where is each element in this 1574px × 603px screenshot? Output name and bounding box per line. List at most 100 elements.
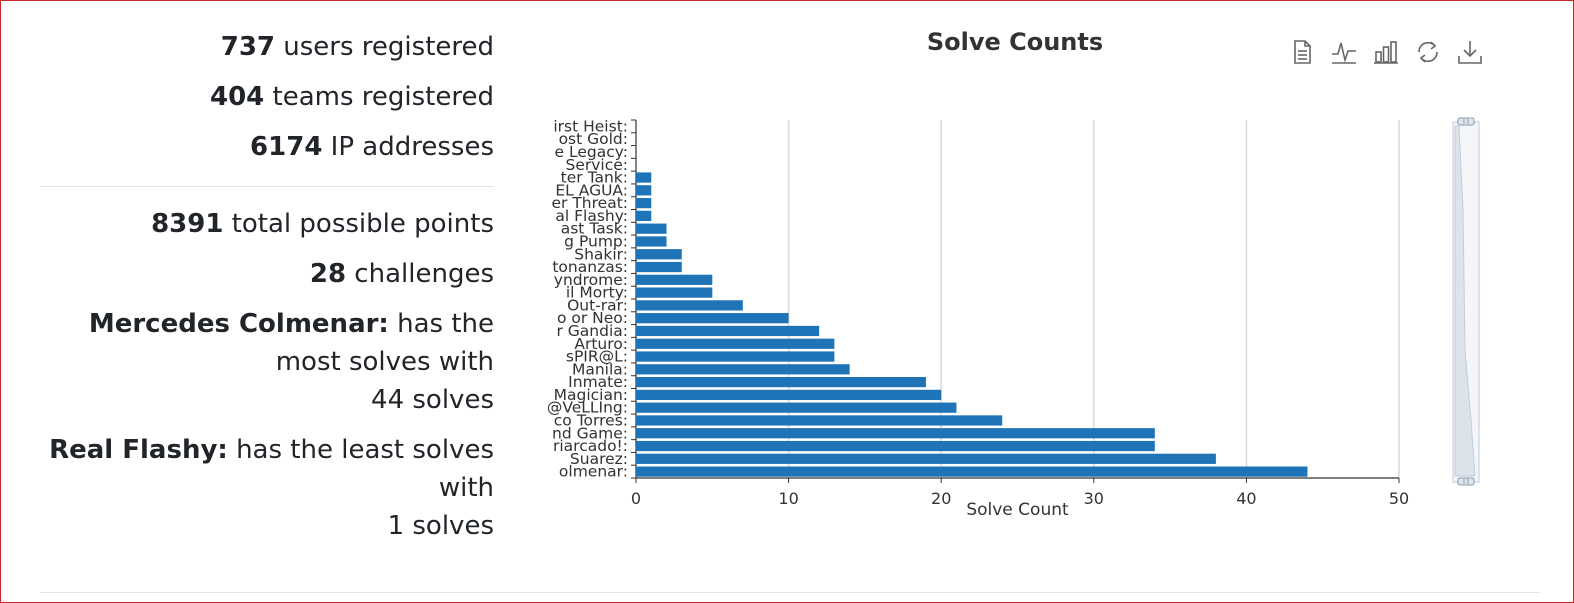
solve-counts-chart: Solve Counts irs [510, 20, 1560, 540]
x-tick-label: 30 [1084, 489, 1104, 508]
y-tick-label: riarcado!: [553, 437, 628, 455]
refresh-icon[interactable] [1414, 38, 1442, 66]
bar[interactable] [636, 249, 682, 260]
chart-toolbox [1288, 38, 1484, 66]
line-chart-icon[interactable] [1330, 38, 1358, 66]
bar[interactable] [636, 351, 835, 362]
y-tick-label: olmenar: [559, 463, 628, 481]
stats-panel: 737 users registered 404 teams registere… [40, 28, 494, 557]
y-tick-label: nd Game: [552, 424, 628, 442]
challenges-stat: 28 challenges [40, 255, 494, 293]
bar[interactable] [636, 440, 1155, 452]
y-tick-label: tonanzas: [552, 258, 628, 276]
least-solves-text1: has the least solves [227, 435, 494, 465]
chart-canvas: irst Heist:ost Gold:e Legacy: Service:te… [547, 117, 1480, 520]
y-tick-label: r Gandia: [557, 322, 629, 340]
total-points-stat: 8391 total possible points [40, 205, 494, 243]
x-tick-label: 0 [631, 489, 641, 508]
data-view-icon[interactable] [1288, 38, 1316, 66]
bar[interactable] [636, 376, 926, 388]
y-tick-label: irst Heist: [553, 117, 628, 135]
bar[interactable] [636, 389, 942, 401]
y-tick-label: ast Task: [561, 220, 628, 238]
bar[interactable] [636, 210, 652, 222]
most-solves-text2: most solves with [275, 347, 494, 377]
bar[interactable] [636, 338, 835, 349]
datazoom-handle[interactable] [1457, 477, 1475, 486]
stats-divider [40, 186, 494, 187]
datazoom-slider[interactable] [1452, 121, 1480, 483]
x-tick-label: 20 [931, 489, 951, 508]
most-solves-text3: 44 solves [371, 385, 494, 415]
y-tick-label: Magician: [554, 386, 628, 404]
bar[interactable] [636, 172, 652, 183]
teams-registered-stat: 404 teams registered [40, 78, 494, 116]
bar[interactable] [636, 185, 652, 196]
most-solves-text1: has the [388, 309, 494, 339]
y-tick-label: e Legacy: [555, 143, 629, 161]
y-tick-label: co Torres: [554, 411, 628, 429]
bar[interactable] [636, 402, 957, 413]
bar[interactable] [636, 325, 820, 337]
x-tick-label: 40 [1236, 489, 1256, 508]
most-solves-name: Mercedes Colmenar: [88, 309, 389, 339]
bar[interactable] [636, 453, 1216, 464]
y-tick-label: sPIR@L: [566, 348, 628, 366]
teams-count: 404 [209, 82, 265, 112]
bar[interactable] [636, 364, 850, 375]
challenges-label: challenges [346, 259, 494, 289]
bar-chart-icon[interactable] [1372, 38, 1400, 66]
bar[interactable] [636, 428, 1155, 439]
x-tick-label: 50 [1389, 489, 1409, 508]
y-tick-label: Arturo: [574, 335, 628, 353]
ip-label: IP addresses [322, 132, 494, 162]
chart-title: Solve Counts [926, 28, 1104, 56]
users-count: 737 [220, 32, 276, 62]
x-axis-label: Solve Count [966, 500, 1069, 520]
ip-count: 6174 [250, 132, 323, 162]
datazoom-handle[interactable] [1457, 117, 1475, 126]
y-tick-label: Manila: [572, 360, 628, 378]
bar[interactable] [636, 274, 713, 285]
teams-label: teams registered [264, 82, 494, 112]
least-solves-text2: with [438, 473, 494, 503]
y-tick-label: EL AGUA: [555, 181, 628, 199]
y-tick-label: ost Gold: [559, 130, 628, 148]
most-solves-stat: Mercedes Colmenar: has the most solves w… [40, 305, 494, 419]
y-tick-label: @VeLLIng: [547, 399, 628, 417]
bar[interactable] [636, 261, 682, 273]
bar[interactable] [636, 223, 667, 234]
y-tick-label: yndrome: [554, 271, 628, 289]
y-tick-label: al Flashy: [555, 207, 628, 225]
y-tick-label: ter Tank: [561, 169, 628, 187]
users-label: users registered [275, 32, 494, 62]
y-tick-label: Out-rar: [567, 296, 628, 314]
least-solves-text3: 1 solves [387, 511, 494, 541]
bar[interactable] [636, 287, 713, 298]
y-tick-label: Inmate: [568, 373, 628, 391]
points-count: 8391 [151, 209, 224, 239]
users-registered-stat: 737 users registered [40, 28, 494, 66]
y-tick-label: Shakir: [574, 245, 628, 263]
x-tick-label: 10 [778, 489, 798, 508]
bar[interactable] [636, 197, 652, 209]
y-tick-labels: irst Heist:ost Gold:e Legacy: Service:te… [547, 117, 628, 480]
bottom-divider [40, 592, 1540, 593]
bar[interactable] [636, 313, 789, 324]
points-label: total possible points [223, 209, 494, 239]
ip-addresses-stat: 6174 IP addresses [40, 128, 494, 166]
y-tick-label: il Morty: [566, 284, 628, 302]
least-solves-stat: Real Flashy: has the least solves with 1… [40, 431, 494, 545]
least-solves-name: Real Flashy: [49, 435, 228, 465]
y-tick-label: er Threat: [552, 194, 629, 212]
y-tick-label: o or Neo: [557, 309, 628, 327]
y-tick-label: g Pump: [564, 232, 628, 250]
bar[interactable] [636, 300, 743, 311]
download-icon[interactable] [1456, 38, 1484, 66]
bar[interactable] [636, 415, 1003, 426]
bar[interactable] [636, 236, 667, 247]
y-tick-label: Suarez: [570, 450, 628, 468]
y-tick-label: Service: [565, 156, 628, 174]
challenges-count: 28 [309, 259, 347, 289]
bar[interactable] [636, 466, 1308, 477]
